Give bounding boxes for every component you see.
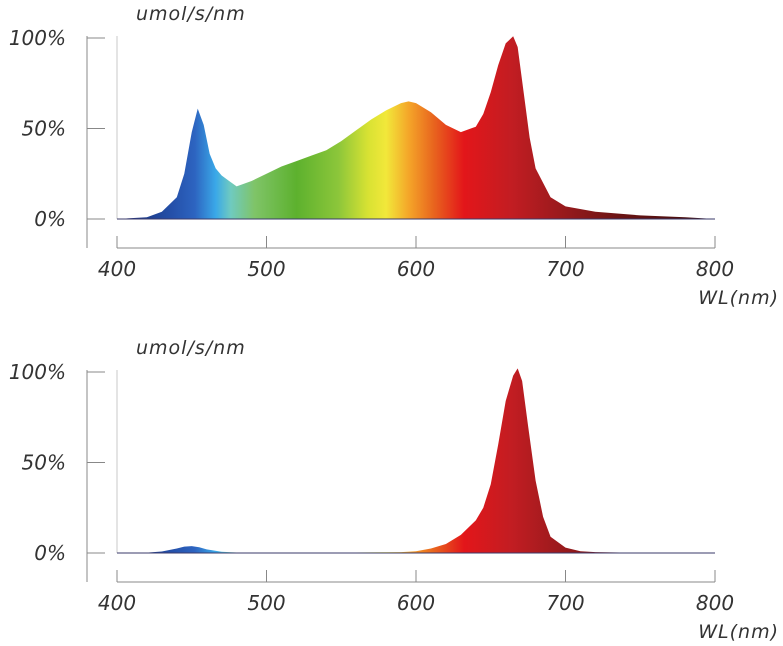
x-axis-tick-labels: 400 500 600 700 800 xyxy=(98,257,734,281)
spectrum-area-layer xyxy=(117,368,715,554)
y-tick-label: 0% xyxy=(34,207,66,231)
x-axis-unit-label: WL(nm) xyxy=(698,621,779,643)
y-tick-label: 50% xyxy=(22,451,66,475)
spectrum-chart-bottom: umol/s/nm 0% 50% 100% 400 500 600 700 800 WL(n… xyxy=(9,337,779,643)
y-axis-unit-label: umol/s/nm xyxy=(136,3,246,25)
x-tick-label: 800 xyxy=(696,257,734,281)
y-tick-label: 100% xyxy=(9,360,66,384)
y-tick-label: 50% xyxy=(22,117,66,141)
y-axis-ticks xyxy=(87,37,105,220)
y-axis-tick-labels: 0% 50% 100% xyxy=(9,26,66,231)
y-axis-unit-label: umol/s/nm xyxy=(136,337,246,359)
x-tick-label: 500 xyxy=(247,591,285,615)
x-axis-tick-labels: 400 500 600 700 800 xyxy=(98,591,734,615)
x-tick-label: 800 xyxy=(696,591,734,615)
spectrum-area xyxy=(117,36,715,219)
y-tick-label: 100% xyxy=(9,26,66,50)
x-axis-ticks xyxy=(116,236,716,248)
spectrum-area xyxy=(117,368,715,553)
x-tick-label: 400 xyxy=(98,591,136,615)
x-tick-label: 400 xyxy=(98,257,136,281)
x-axis-ticks xyxy=(116,570,716,582)
x-tick-label: 600 xyxy=(397,257,435,281)
x-axis-unit-label: WL(nm) xyxy=(698,287,779,309)
x-tick-label: 600 xyxy=(397,591,435,615)
y-axis-tick-labels: 0% 50% 100% xyxy=(9,360,66,565)
x-tick-label: 500 xyxy=(247,257,285,281)
spectrum-chart-top: umol/s/nm 0% 50% 100% 400 500 600 700 800 WL(n… xyxy=(9,3,779,309)
x-tick-label: 700 xyxy=(546,257,584,281)
spectrum-area-layer xyxy=(117,36,715,220)
y-axis-ticks xyxy=(87,371,105,554)
x-tick-label: 700 xyxy=(546,591,584,615)
y-tick-label: 0% xyxy=(34,541,66,565)
